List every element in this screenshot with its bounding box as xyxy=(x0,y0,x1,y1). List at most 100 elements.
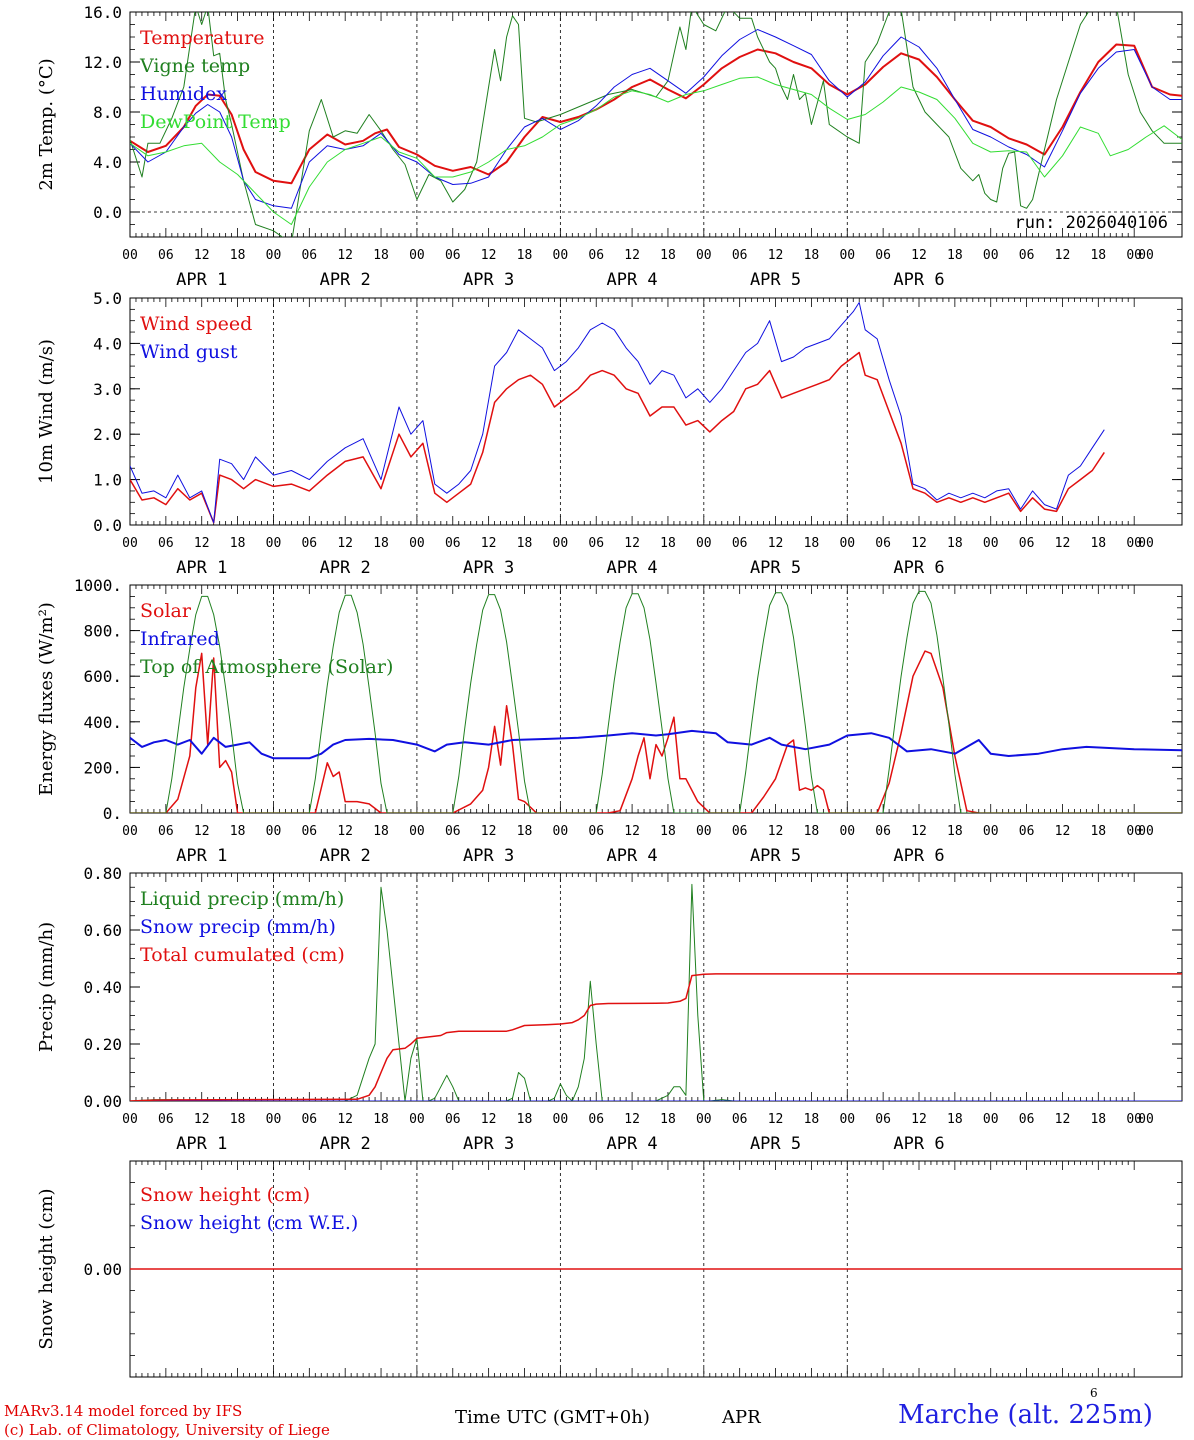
x-tick-label: 00 xyxy=(553,1112,569,1127)
legend-entry: Infrared xyxy=(140,628,220,650)
y-tick-label: 400. xyxy=(83,713,122,732)
x-tick-label: 12 xyxy=(337,824,353,839)
x-tick-label: 06 xyxy=(1019,1112,1035,1127)
x-tick-label: 00 xyxy=(983,824,999,839)
series-line-liquid-precip-mm-h xyxy=(130,883,1182,1101)
x-tick-label: 18 xyxy=(804,1112,820,1127)
y-tick-label: 8.0 xyxy=(93,103,122,122)
series-line-total-cumulated-cm xyxy=(130,973,1182,1101)
x-tick-label: 06 xyxy=(588,248,604,263)
y-tick-label: 16.0 xyxy=(83,3,122,22)
x-tick-label: 18 xyxy=(947,536,963,551)
day-label: APR 2 xyxy=(320,270,371,290)
x-tick-label: 18 xyxy=(373,536,389,551)
x-tick-label: 00 xyxy=(553,536,569,551)
x-tick-label: 06 xyxy=(445,1112,461,1127)
day-label: APR 2 xyxy=(320,846,371,866)
station-label: Marche (alt. 225m) xyxy=(898,1400,1153,1430)
x-tick-label: 18 xyxy=(804,536,820,551)
x-tick-label: 06 xyxy=(301,824,317,839)
x-tick-label: 12 xyxy=(194,1112,210,1127)
legend-entry: DewPoint Temp xyxy=(140,111,291,133)
lab-credit-line: (c) Lab. of Climatology, University of L… xyxy=(4,1421,330,1439)
day-label: APR 3 xyxy=(463,1134,514,1154)
x-tick-label: 00 xyxy=(696,824,712,839)
x-tick-label: 12 xyxy=(194,536,210,551)
day-label: APR 6 xyxy=(893,1134,944,1154)
legend-entry: Snow height (cm W.E.) xyxy=(140,1212,358,1234)
x-tick-label: 00 xyxy=(696,1112,712,1127)
x-tick-label: 12 xyxy=(481,824,497,839)
x-tick-label: 06 xyxy=(445,824,461,839)
x-tick-label: 18 xyxy=(373,248,389,263)
y-tick-label: 0.0 xyxy=(93,516,122,535)
legend-entry: Temperature xyxy=(140,27,264,49)
x-tick-label: 00 xyxy=(839,536,855,551)
x-tick-label: 06 xyxy=(588,1112,604,1127)
x-tick-label: 12 xyxy=(911,248,927,263)
x-tick-label: 06 xyxy=(158,536,174,551)
y-axis-label: Snow height (cm) xyxy=(36,1188,57,1349)
day-label: APR 5 xyxy=(750,558,801,578)
time-axis-day: 6 xyxy=(1090,1386,1098,1400)
x-tick-label: 06 xyxy=(732,248,748,263)
series-line-wind-gust xyxy=(130,302,1105,524)
day-label: APR 4 xyxy=(606,1134,657,1154)
x-tick-label: 06 xyxy=(732,824,748,839)
x-tick-label: 06 xyxy=(588,536,604,551)
y-tick-label: 12.0 xyxy=(83,53,122,72)
x-tick-label: 00 xyxy=(122,536,138,551)
series-line-temperature xyxy=(130,43,1182,185)
x-tick-label: 00 xyxy=(696,536,712,551)
series-line-infrared xyxy=(130,729,1182,760)
x-tick-label: 12 xyxy=(768,1112,784,1127)
y-tick-label: 0.20 xyxy=(83,1035,122,1054)
day-label: APR 4 xyxy=(606,270,657,290)
y-axis-label: Precip (mm/h) xyxy=(36,922,57,1052)
x-tick-label: 18 xyxy=(804,248,820,263)
x-tick-label: 18 xyxy=(660,1112,676,1127)
x-tick-label: 00 xyxy=(409,1112,425,1127)
x-tick-label: 00 xyxy=(983,248,999,263)
x-tick-label: 00 xyxy=(409,248,425,263)
x-tick-label: 06 xyxy=(445,536,461,551)
run-annotation: run: 2026040106 xyxy=(1014,213,1168,233)
x-tick-label: 12 xyxy=(337,1112,353,1127)
legend-entry: Snow height (cm) xyxy=(140,1184,310,1206)
series-line-humidex xyxy=(130,29,1182,209)
day-label: APR 6 xyxy=(893,558,944,578)
x-tick-label: 12 xyxy=(1055,824,1071,839)
x-tick-label: 00 xyxy=(122,824,138,839)
x-tick-label: 18 xyxy=(660,248,676,263)
x-tick-label: 12 xyxy=(1055,536,1071,551)
day-label: APR 5 xyxy=(750,846,801,866)
x-tick-label: 00 xyxy=(1138,1112,1154,1127)
series-line-vigne-temp xyxy=(130,12,1182,237)
x-tick-label: 12 xyxy=(624,1112,640,1127)
series-line-solar xyxy=(130,650,1182,813)
legend-entry: Total cumulated (cm) xyxy=(140,944,345,966)
x-tick-label: 06 xyxy=(732,536,748,551)
x-tick-label: 12 xyxy=(1055,1112,1071,1127)
day-label: APR 1 xyxy=(176,270,227,290)
x-tick-label: 00 xyxy=(1138,824,1154,839)
x-tick-label: 00 xyxy=(839,824,855,839)
x-tick-label: 00 xyxy=(839,1112,855,1127)
x-tick-label: 18 xyxy=(230,536,246,551)
x-tick-label: 06 xyxy=(301,536,317,551)
x-tick-label: 12 xyxy=(337,536,353,551)
y-tick-label: 800. xyxy=(83,622,122,641)
x-tick-label: 18 xyxy=(660,536,676,551)
x-tick-label: 00 xyxy=(553,824,569,839)
x-tick-label: 12 xyxy=(481,536,497,551)
x-tick-label: 18 xyxy=(947,824,963,839)
x-tick-label: 18 xyxy=(373,824,389,839)
x-tick-label: 00 xyxy=(409,824,425,839)
y-tick-label: 200. xyxy=(83,758,122,777)
y-axis-label: 10m Wind (m/s) xyxy=(36,339,57,484)
legend-entry: Solar xyxy=(140,600,192,622)
x-tick-label: 06 xyxy=(732,1112,748,1127)
x-tick-label: 00 xyxy=(1126,248,1142,263)
x-tick-label: 00 xyxy=(122,1112,138,1127)
x-tick-label: 06 xyxy=(1019,248,1035,263)
